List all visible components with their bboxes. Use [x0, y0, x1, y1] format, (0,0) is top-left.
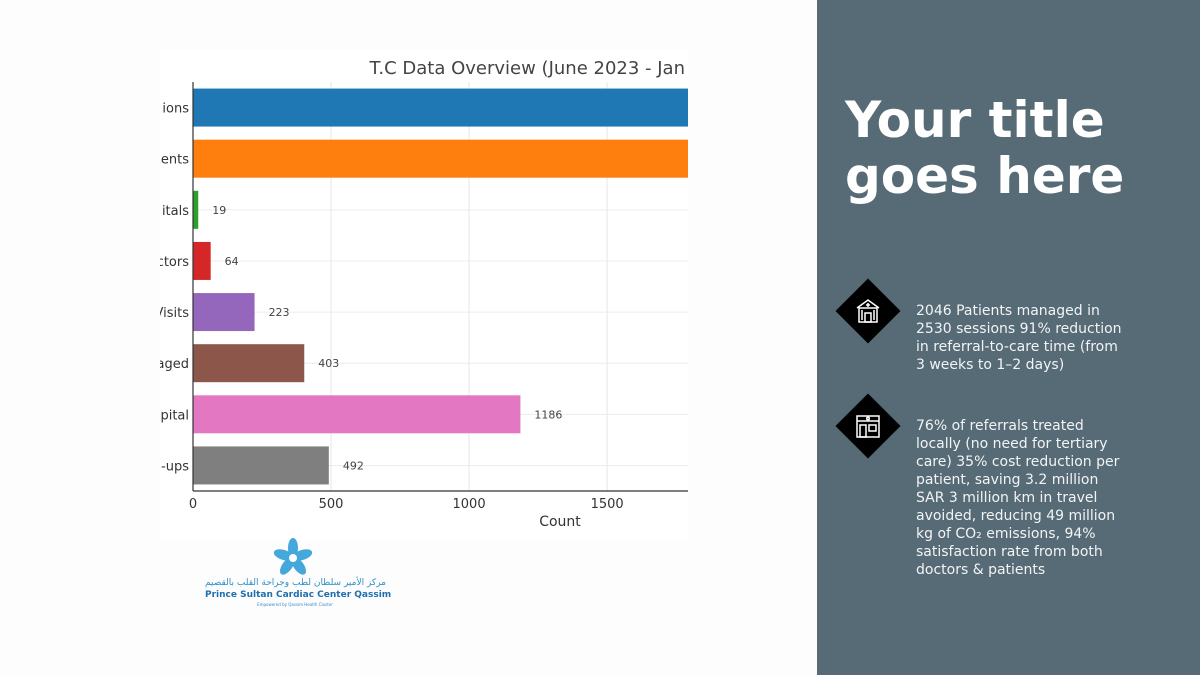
chart-image: T.C Data Overview (June 2023 - Jan 0 500 10…	[160, 50, 688, 540]
stat-1-text: 2046 Patients managed in 2530 sessions 9…	[916, 303, 1122, 373]
bar-1	[193, 139, 688, 178]
logo-tagline: Empowered by Qassim Health Cluster	[257, 602, 333, 607]
bar-5	[193, 344, 305, 383]
x-tick-label: 1500	[591, 497, 624, 512]
bar-6	[193, 395, 521, 434]
chart-title: T.C Data Overview (June 2023 - Jan	[369, 58, 685, 79]
stat-2-text: 76% of referrals treated locally (no nee…	[916, 418, 1120, 578]
logo: مركز الأمير سلطان لطب وجراحة القلب بالقص…	[205, 538, 392, 610]
slide-title: Your title goes here	[845, 91, 1125, 205]
y-tick-label: ctors	[160, 255, 189, 270]
bar-7	[193, 446, 329, 485]
right-panel	[817, 0, 1200, 675]
data-label: 64	[225, 255, 239, 268]
logo-arabic: مركز الأمير سلطان لطب وجراحة القلب بالقص…	[205, 578, 386, 588]
hospital-icon	[856, 299, 880, 323]
y-tick-label: pital	[160, 408, 189, 423]
x-tick-label: 500	[319, 497, 344, 512]
y-tick-label: Visits	[160, 306, 189, 321]
x-tick-label: 1000	[453, 497, 486, 512]
data-label: 1186	[534, 408, 562, 421]
clinic-icon	[856, 415, 880, 438]
x-tick-label: 0	[189, 497, 197, 512]
y-tick-label: aged	[160, 357, 189, 372]
logo-flower-icon	[273, 538, 313, 575]
bar-2	[193, 190, 199, 229]
x-axis-label: Count	[539, 514, 581, 530]
y-tick-label: ions	[162, 102, 189, 117]
bar-4	[193, 293, 255, 332]
data-label: 19	[212, 204, 226, 217]
bar-chart: T.C Data Overview (June 2023 - Jan 0 500 10…	[160, 58, 688, 530]
slide-left-area: T.C Data Overview (June 2023 - Jan 0 500 10…	[160, 50, 688, 610]
data-label: 492	[343, 459, 364, 472]
bar-3	[193, 241, 211, 280]
y-tick-label: -ups	[161, 459, 189, 474]
y-tick-label: itals	[162, 204, 189, 219]
logo-english: Prince Sultan Cardiac Center Qassim	[205, 590, 392, 600]
data-label: 223	[269, 306, 290, 319]
bar-0	[193, 88, 688, 127]
y-tick-label: ents	[161, 153, 189, 168]
data-label: 403	[318, 357, 339, 370]
